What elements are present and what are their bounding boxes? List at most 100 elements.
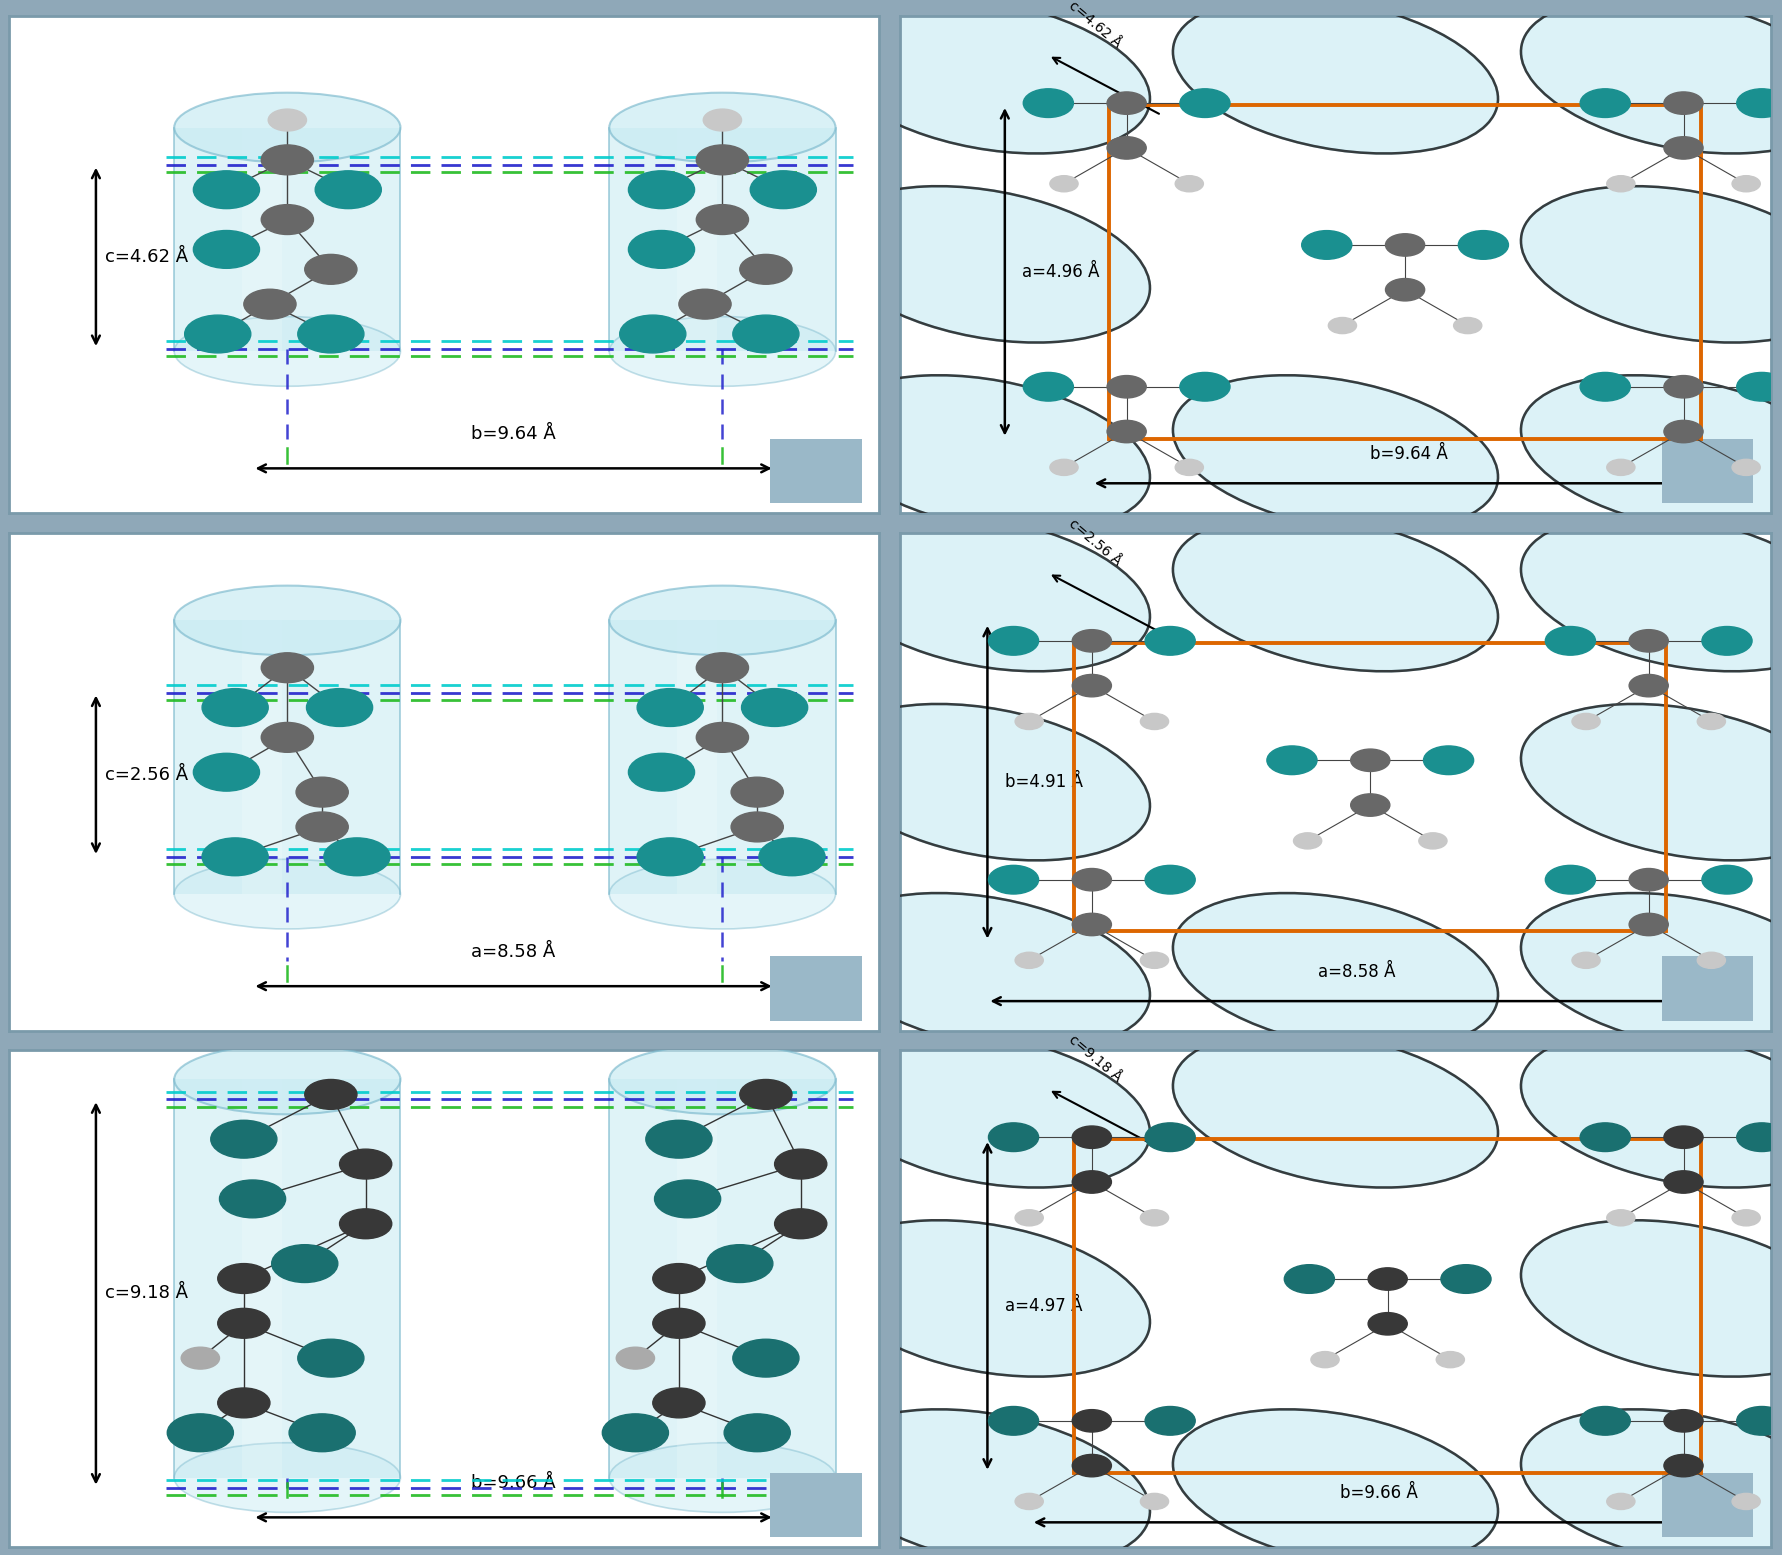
Bar: [1075, 642, 1664, 931]
Circle shape: [1452, 317, 1481, 334]
Circle shape: [1174, 459, 1203, 476]
Circle shape: [1310, 1351, 1338, 1368]
Circle shape: [1629, 913, 1668, 936]
Circle shape: [1545, 627, 1595, 655]
Ellipse shape: [175, 93, 401, 162]
Circle shape: [305, 1079, 356, 1109]
Circle shape: [298, 1339, 364, 1378]
Circle shape: [1422, 746, 1472, 774]
Circle shape: [1328, 317, 1356, 334]
Circle shape: [1107, 420, 1146, 443]
Circle shape: [219, 1180, 285, 1218]
Circle shape: [192, 753, 260, 791]
Circle shape: [296, 812, 347, 841]
Bar: [242, 620, 282, 894]
Text: c=4.62 Å: c=4.62 Å: [105, 247, 187, 266]
Circle shape: [987, 1123, 1037, 1152]
Ellipse shape: [1173, 1031, 1497, 1188]
Circle shape: [1606, 1210, 1634, 1225]
Ellipse shape: [175, 1443, 401, 1513]
Ellipse shape: [825, 893, 1149, 1050]
Text: b=9.66 Å: b=9.66 Å: [470, 1474, 556, 1493]
Text: a=4.97 Å: a=4.97 Å: [1005, 1297, 1082, 1316]
Circle shape: [339, 1149, 392, 1179]
Bar: [1108, 106, 1700, 439]
Circle shape: [1572, 714, 1598, 729]
Circle shape: [296, 778, 347, 807]
Ellipse shape: [1520, 704, 1782, 860]
Circle shape: [652, 1389, 704, 1418]
Bar: [609, 128, 836, 351]
Circle shape: [1071, 1410, 1110, 1432]
Circle shape: [182, 1347, 219, 1368]
Circle shape: [1730, 176, 1759, 191]
Bar: [609, 620, 836, 894]
Circle shape: [1730, 1210, 1759, 1225]
Circle shape: [1140, 1210, 1167, 1225]
Bar: [175, 620, 401, 894]
Ellipse shape: [825, 1221, 1149, 1376]
Circle shape: [1071, 675, 1110, 697]
Bar: [677, 1079, 716, 1477]
Circle shape: [602, 1413, 668, 1452]
Circle shape: [305, 255, 356, 285]
Ellipse shape: [175, 586, 401, 655]
Circle shape: [652, 1308, 704, 1339]
Circle shape: [773, 1208, 827, 1239]
Circle shape: [1071, 1454, 1110, 1477]
Circle shape: [1180, 89, 1230, 118]
Circle shape: [1144, 1123, 1194, 1152]
Ellipse shape: [825, 375, 1149, 532]
Circle shape: [324, 838, 390, 875]
Text: a=4.96 Å: a=4.96 Å: [1021, 263, 1099, 281]
Circle shape: [750, 171, 816, 208]
Circle shape: [1730, 459, 1759, 476]
Circle shape: [1663, 92, 1702, 115]
Circle shape: [1014, 1493, 1042, 1510]
Circle shape: [262, 723, 314, 753]
Circle shape: [1385, 278, 1424, 302]
Ellipse shape: [609, 93, 836, 162]
Circle shape: [1367, 1312, 1406, 1336]
Circle shape: [217, 1308, 269, 1339]
Circle shape: [217, 1264, 269, 1294]
Circle shape: [1702, 866, 1752, 894]
Circle shape: [697, 145, 748, 174]
Ellipse shape: [609, 1443, 836, 1513]
Bar: [242, 1079, 282, 1477]
Circle shape: [307, 689, 372, 726]
Circle shape: [1736, 1407, 1782, 1435]
Ellipse shape: [825, 1031, 1149, 1188]
Text: b=9.66 Å: b=9.66 Å: [1340, 1485, 1417, 1502]
Ellipse shape: [1520, 893, 1782, 1050]
Circle shape: [262, 145, 314, 174]
Text: c=9.18 Å: c=9.18 Å: [1066, 1033, 1123, 1084]
Circle shape: [645, 1120, 711, 1158]
Ellipse shape: [609, 1045, 836, 1115]
Circle shape: [1736, 373, 1782, 401]
Circle shape: [185, 316, 251, 353]
Circle shape: [1050, 176, 1078, 191]
Circle shape: [1301, 230, 1351, 260]
Circle shape: [1140, 714, 1167, 729]
Circle shape: [1351, 795, 1390, 816]
Ellipse shape: [825, 0, 1149, 154]
Circle shape: [620, 316, 686, 353]
Ellipse shape: [175, 860, 401, 928]
Circle shape: [987, 1407, 1037, 1435]
Ellipse shape: [1520, 375, 1782, 532]
Ellipse shape: [175, 1045, 401, 1115]
Circle shape: [1663, 420, 1702, 443]
Circle shape: [652, 1264, 704, 1294]
Circle shape: [654, 1180, 720, 1218]
Circle shape: [1418, 833, 1447, 849]
Circle shape: [1629, 675, 1668, 697]
Circle shape: [1579, 373, 1629, 401]
Circle shape: [201, 689, 267, 726]
Ellipse shape: [825, 515, 1149, 672]
Circle shape: [1014, 952, 1042, 969]
Circle shape: [1696, 714, 1725, 729]
Circle shape: [1629, 869, 1668, 891]
Ellipse shape: [1520, 515, 1782, 672]
Ellipse shape: [825, 187, 1149, 342]
